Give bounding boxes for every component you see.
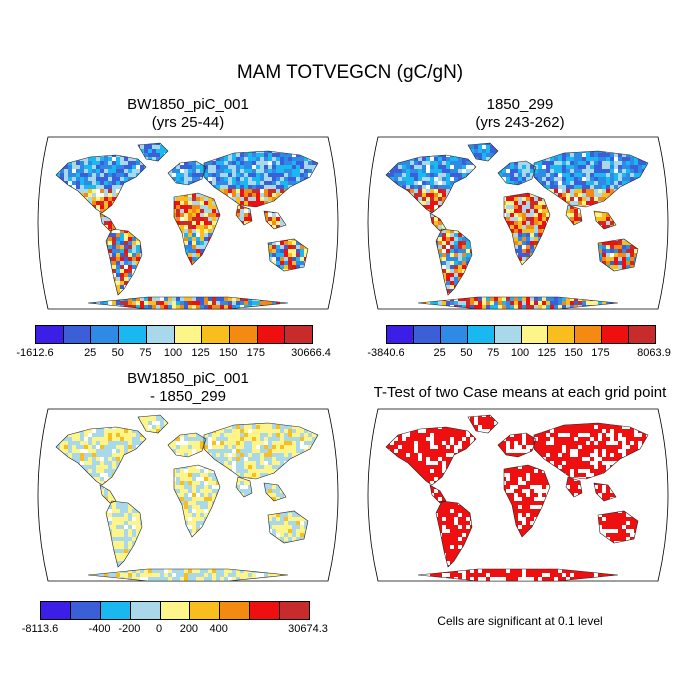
colorbar-diff-label: 30674.3: [288, 623, 328, 635]
colorbar-diff-swatch: [250, 602, 281, 619]
panel-title-case2-line1: 1850_299: [486, 96, 554, 113]
colorbar-case1: [35, 325, 313, 344]
map-case2: [367, 136, 669, 310]
colorbar-case1-label: 125: [191, 347, 210, 359]
map-ttest: [367, 408, 669, 582]
panel-title-diff-line1: BW1850_piC_001: [127, 370, 249, 387]
colorbar-case1-swatch: [229, 326, 258, 343]
coastlines: [385, 142, 649, 310]
colorbar-diff-swatch: [190, 602, 221, 619]
colorbar-diff-label: -8113.6: [21, 623, 59, 635]
colorbar-diff-swatch: [41, 602, 71, 619]
colorbar-case2-swatch: [521, 326, 549, 343]
colorbar-case1-swatch: [174, 326, 203, 343]
colorbar-case1-swatch: [146, 326, 175, 343]
colorbar-case2-label: 175: [591, 347, 610, 359]
colorbar-case1-swatch: [119, 326, 147, 343]
colorbar-diff: [40, 601, 310, 620]
colorbar-diff-swatch: [220, 602, 251, 619]
panel-title-diff-line2: - 1850_299: [150, 388, 226, 405]
panel-title-case1-line2: (yrs 25-44): [151, 114, 225, 131]
colorbar-case1-label: 100: [163, 347, 183, 359]
colorbar-case2-label: 125: [537, 347, 556, 359]
colorbar-case2-label: 50: [460, 347, 473, 359]
colorbar-diff-label: 0: [156, 623, 163, 635]
coastlines: [55, 142, 319, 310]
panel-title-case2: 1850_299 (yrs 243-262): [360, 96, 680, 132]
coastlines: [55, 414, 319, 582]
colorbar-case2-swatch: [467, 326, 495, 343]
colorbar-diff-swatch: [160, 602, 191, 619]
colorbar-case2-label: -3840.6: [367, 347, 405, 359]
colorbar-case1-label: -1612.6: [16, 347, 54, 359]
colorbar-diff-swatch: [280, 602, 310, 619]
colorbar-case1-swatch: [91, 326, 120, 343]
colorbar-case2-swatch: [494, 326, 522, 343]
colorbar-case2-swatch: [575, 326, 603, 343]
colorbar-case1-label: 30666.4: [291, 347, 331, 359]
colorbar-case1-label: 25: [84, 347, 97, 359]
colorbar-diff-swatch: [100, 602, 131, 619]
panel-title-diff: BW1850_piC_001 - 1850_299: [28, 370, 348, 406]
colorbar-case2-swatch: [629, 326, 656, 343]
panel-title-ttest: T-Test of two Case means at each grid po…: [373, 384, 667, 401]
colorbar-case1-swatch: [202, 326, 230, 343]
panel-title-case2-line2: (yrs 243-262): [475, 114, 565, 131]
colorbar-case1-swatch: [257, 326, 286, 343]
panel-title-case1-line1: BW1850_piC_001: [127, 96, 249, 113]
colorbar-case2-swatch: [548, 326, 576, 343]
coastlines: [385, 414, 649, 582]
colorbar-case2-label: 75: [487, 347, 500, 359]
colorbar-case2-swatch: [387, 326, 414, 343]
colorbar-diff-swatch: [130, 602, 161, 619]
colorbar-case1-swatch: [36, 326, 64, 343]
colorbar-diff-label: 200: [179, 623, 199, 635]
colorbar-case2-label: 8063.9: [637, 347, 671, 359]
colorbar-case2-label: 25: [433, 347, 446, 359]
figure-title: MAM TOTVEGCN (gC/gN): [236, 62, 464, 83]
colorbar-case1-label: 175: [246, 347, 265, 359]
colorbar-case2-swatch: [413, 326, 441, 343]
ttest-significance-note: Cells are significant at 0.1 level: [437, 614, 603, 628]
colorbar-case2-swatch: [602, 326, 630, 343]
colorbar-case1-label: 150: [219, 347, 238, 359]
colorbar-case2-label: 150: [564, 347, 583, 359]
map-diff: [37, 408, 339, 582]
colorbar-case2: [386, 325, 656, 344]
panel-title-case1: BW1850_piC_001 (yrs 25-44): [28, 96, 348, 132]
colorbar-case2-swatch: [440, 326, 468, 343]
colorbar-case1-swatch: [63, 326, 92, 343]
colorbar-diff-label: -200: [118, 623, 141, 635]
colorbar-diff-swatch: [70, 602, 101, 619]
colorbar-case2-label: 100: [510, 347, 530, 359]
colorbar-case1-label: 75: [139, 347, 152, 359]
map-case1: [37, 136, 339, 310]
colorbar-diff-label: -400: [88, 623, 111, 635]
colorbar-diff-label: 400: [209, 623, 228, 635]
colorbar-case1-label: 50: [111, 347, 124, 359]
colorbar-case1-swatch: [285, 326, 313, 343]
